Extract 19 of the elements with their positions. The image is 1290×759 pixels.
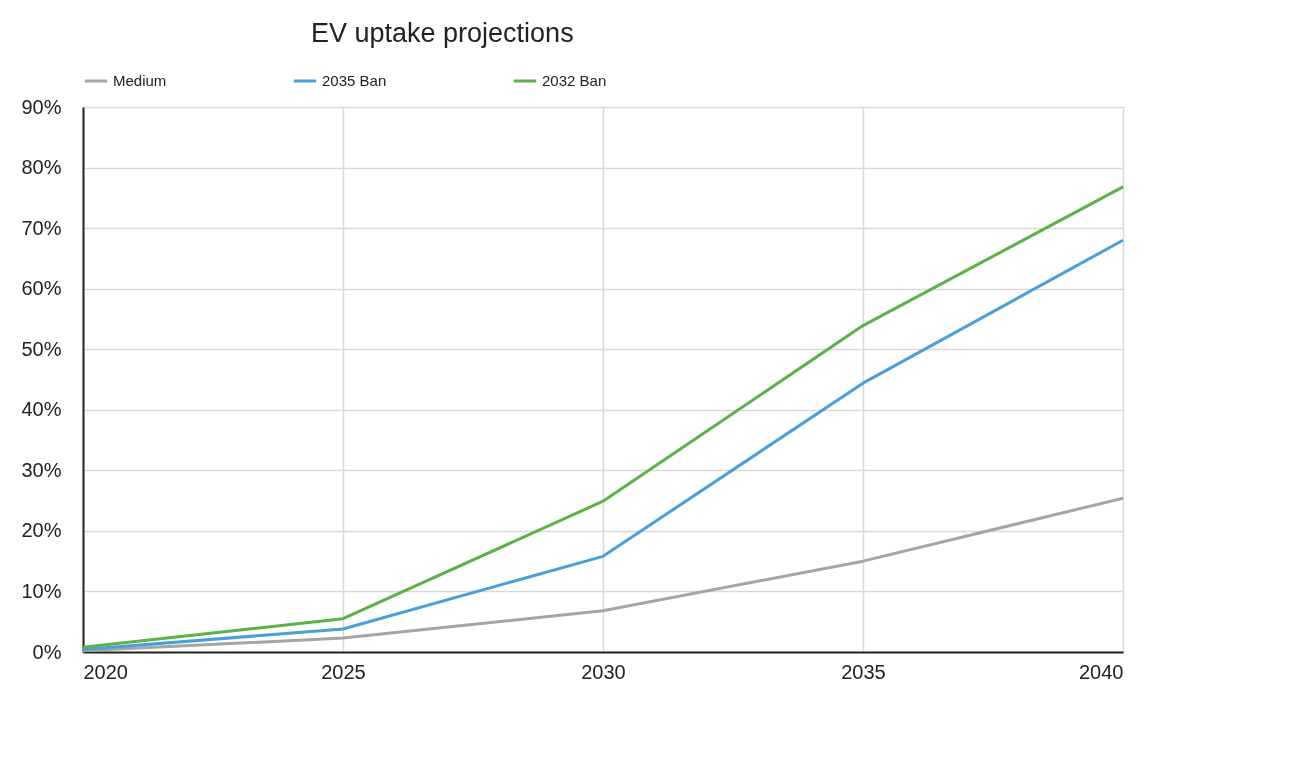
y-tick-label: 60% — [21, 277, 62, 300]
y-tick-label: 30% — [21, 458, 62, 481]
x-tick-label: 2025 — [321, 660, 366, 683]
legend-label: 2035 Ban — [322, 72, 387, 89]
y-tick-label: 90% — [21, 95, 62, 118]
x-tick-label: 2035 — [841, 660, 886, 683]
chart-title: EV uptake projections — [310, 18, 574, 48]
y-tick-label: 40% — [21, 398, 62, 421]
y-tick-label: 50% — [21, 337, 62, 360]
y-tick-label: 20% — [21, 519, 62, 542]
legend-label: Medium — [113, 72, 167, 89]
y-tick-label: 10% — [21, 579, 62, 602]
x-tick-label: 2040 — [1079, 660, 1124, 683]
y-tick-label: 70% — [21, 216, 62, 239]
y-tick-label: 80% — [21, 156, 62, 179]
x-tick-label: 2020 — [83, 660, 128, 683]
y-tick-label: 0% — [32, 640, 62, 663]
x-tick-label: 2030 — [581, 660, 626, 683]
legend-label: 2032 Ban — [542, 72, 607, 89]
